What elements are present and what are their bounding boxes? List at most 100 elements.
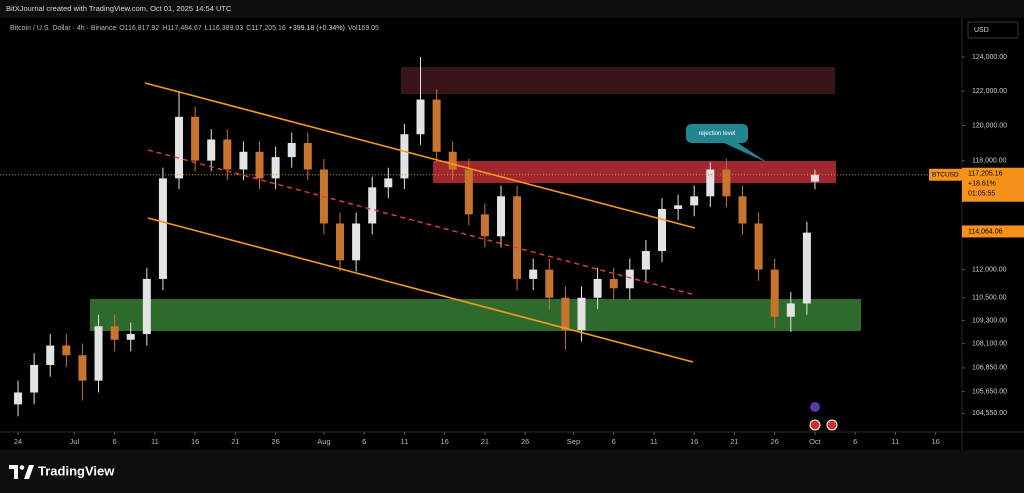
candle-body [191, 116, 200, 161]
y-tick-label: 110,500.00 [972, 295, 1007, 302]
x-tick-label: Oct [809, 437, 822, 446]
candle-body [432, 99, 441, 152]
event-icon[interactable] [809, 419, 821, 431]
event-icon[interactable] [810, 402, 820, 412]
candle-body [641, 251, 650, 270]
supply-zone [433, 161, 836, 183]
candle-body [46, 345, 55, 365]
candle-body [786, 303, 795, 317]
legend-volume: Vol169.05 [348, 25, 379, 32]
candle-body [464, 169, 473, 215]
candle-body [271, 157, 280, 179]
candle-body [30, 364, 39, 393]
candle-body [255, 151, 264, 179]
candle-body [609, 278, 618, 289]
symbol-tag [929, 168, 962, 181]
candle-body [368, 187, 377, 224]
y-tick-label: 105,650.00 [972, 388, 1007, 395]
price-line-text: 114,064.06 [968, 228, 1003, 235]
x-tick-label: 26 [771, 437, 779, 446]
x-tick-label: 6 [362, 437, 366, 446]
y-tick-label: 122,000.00 [972, 88, 1007, 95]
last-price-tag [962, 167, 1024, 202]
x-tick-label: 11 [892, 437, 900, 446]
x-tick-label: 11 [151, 437, 159, 446]
candle-body [14, 392, 23, 405]
x-tick-label: Sep [567, 437, 580, 446]
x-tick-label: 16 [932, 437, 940, 446]
y-tick-label: 106,850.00 [972, 365, 1007, 372]
x-tick-label: 21 [730, 437, 738, 446]
x-tick-label: 16 [191, 437, 199, 446]
symbol-tag-text: BTCUSD [932, 171, 959, 178]
candle-body [690, 196, 699, 206]
y-tick-label: 108,100.00 [972, 340, 1007, 347]
y-tick-label: 124,000.00 [972, 54, 1007, 61]
callout-bubble [686, 124, 768, 163]
brand-logo-dot [19, 465, 25, 470]
legend-change: +399.18 (+0.34%) [289, 25, 345, 32]
candle-body [175, 116, 184, 179]
candle-body [497, 196, 506, 237]
x-tick-label: 11 [401, 437, 409, 446]
candle-body [561, 297, 570, 331]
x-tick-label: 24 [14, 437, 22, 446]
candle-body [384, 178, 393, 188]
x-tick-label: Aug [317, 437, 330, 446]
candle-body [400, 134, 409, 179]
candle-body [448, 151, 457, 170]
candle-body [513, 196, 522, 279]
candle-body [738, 196, 747, 224]
legend-close: C117,205.16 [246, 25, 286, 32]
candle-body [158, 178, 167, 279]
candle-body [62, 345, 71, 356]
brand-name: TradingView [38, 463, 115, 478]
y-tick-label: 120,000.00 [972, 122, 1007, 129]
candle-body [239, 151, 248, 170]
candle-body [802, 232, 811, 304]
candle-body [416, 99, 425, 135]
x-tick-label: 21 [481, 437, 489, 446]
x-tick-label: 21 [231, 437, 239, 446]
event-icon[interactable] [826, 419, 838, 431]
last-price-change: +18.61% [968, 181, 996, 188]
candle-body [94, 326, 103, 381]
y-tick-label: 112,000.00 [972, 266, 1007, 273]
x-tick-label: 16 [690, 437, 698, 446]
candle-body [577, 297, 586, 331]
supply-zone-upper [401, 67, 835, 94]
callout-text: rejection level [699, 131, 736, 137]
candle-body [625, 269, 634, 289]
channel-upper [144, 82, 696, 229]
candle-body [657, 208, 666, 252]
y-tick-label: 104,550.00 [972, 410, 1007, 417]
candle-body [529, 269, 538, 279]
x-tick-label: 6 [612, 437, 616, 446]
candle-body [126, 333, 135, 340]
legend-low: L116,389.03 [205, 25, 244, 32]
channel-lower [147, 217, 694, 363]
candle-body [706, 169, 715, 197]
legend-open: O116,817.92 [119, 25, 159, 32]
candle-body [110, 326, 119, 340]
y-tick-label: 109,300.00 [972, 317, 1007, 324]
last-price-text: 117,205.16 [968, 171, 1003, 178]
currency-button[interactable] [967, 21, 1019, 39]
candle-body [303, 142, 312, 170]
x-tick-label: 6 [853, 437, 857, 446]
candle-body [78, 355, 87, 381]
candle-body [480, 214, 489, 237]
header-title: BitXJournal created with TradingView.com… [6, 4, 232, 13]
currency-label: USD [974, 27, 989, 34]
legend-high: H117,484.67 [162, 25, 202, 32]
x-tick-label: 11 [650, 437, 658, 446]
candle-body [674, 205, 683, 209]
candle-body [352, 223, 361, 261]
channel-mid [147, 149, 696, 296]
price-line-tag [962, 225, 1024, 238]
x-tick-label: Jul [70, 437, 80, 446]
x-tick-label: 16 [440, 437, 448, 446]
candle-body [207, 139, 216, 161]
x-tick-label: 26 [521, 437, 529, 446]
candle-body [754, 223, 763, 270]
